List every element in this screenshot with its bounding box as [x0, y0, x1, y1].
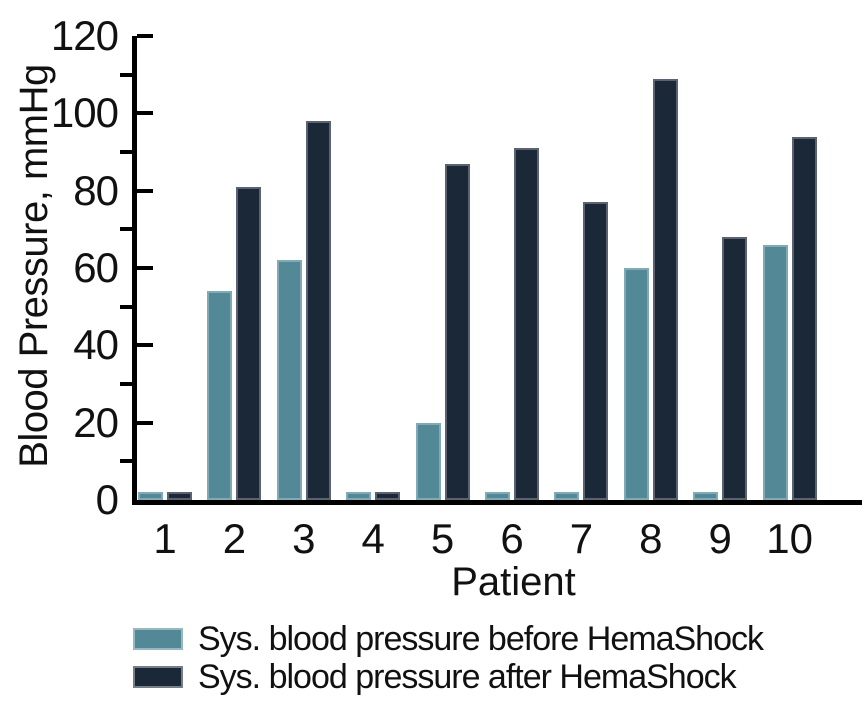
- legend-label-after: Sys. blood pressure after HemaShock: [198, 658, 737, 696]
- bar-group: [485, 148, 539, 500]
- x-tick-label: 4: [361, 515, 385, 562]
- y-major-tick: [137, 343, 153, 348]
- legend-item-after: Sys. blood pressure after HemaShock: [133, 659, 763, 695]
- y-tick-label: 20: [73, 398, 119, 446]
- y-major-tick: [137, 420, 153, 425]
- legend-swatch-before: [133, 628, 183, 650]
- y-minor-tick: [120, 459, 132, 464]
- y-tick-label: 40: [73, 321, 119, 369]
- bar-group: [554, 202, 609, 500]
- plot-area: [120, 34, 862, 505]
- bar-before: [415, 422, 441, 500]
- y-tick-label: 100: [50, 89, 119, 137]
- bar-after: [791, 136, 817, 500]
- x-tick-label: 8: [639, 515, 663, 562]
- bar-before: [346, 492, 372, 500]
- bar-after: [722, 237, 748, 500]
- y-tick-label: 60: [73, 244, 119, 291]
- bar-group: [762, 136, 817, 500]
- x-tick-label: 7: [569, 515, 594, 562]
- bar-group: [623, 78, 678, 500]
- bar-before: [138, 492, 163, 500]
- bar-after: [305, 121, 331, 500]
- x-tick-label: 6: [500, 515, 524, 562]
- legend-item-before: Sys. blood pressure before HemaShock: [133, 620, 764, 658]
- y-minor-tick: [120, 150, 132, 154]
- y-tick-label: 0: [95, 476, 119, 523]
- x-tick-label: 2: [222, 515, 247, 562]
- bar-before: [762, 244, 788, 500]
- bar-group: [138, 492, 192, 500]
- y-minor-tick: [120, 304, 132, 309]
- y-tick-label: 120: [50, 12, 119, 59]
- y-major-tick: [137, 111, 153, 116]
- legend-label-before: Sys. blood pressure before HemaShock: [198, 620, 764, 658]
- x-tick-label: 9: [708, 515, 732, 562]
- x-tick-label: 10: [766, 515, 813, 562]
- y-major-tick: [137, 266, 153, 270]
- y-tick-label: 80: [73, 166, 119, 214]
- y-minor-tick: [120, 382, 132, 386]
- bar-after: [375, 492, 401, 500]
- bar-before: [623, 268, 649, 500]
- bar-group: [346, 492, 401, 500]
- bar-before: [207, 291, 233, 500]
- x-tick-label: 5: [430, 515, 455, 562]
- y-major-tick: [137, 34, 153, 38]
- x-tick-label: 3: [292, 515, 316, 562]
- legend-swatch-after: [133, 666, 183, 688]
- bar-group: [276, 121, 331, 500]
- bar-group: [207, 186, 262, 500]
- y-major-tick: [137, 188, 153, 193]
- bar-after: [583, 202, 609, 500]
- bar-after: [444, 163, 470, 500]
- bar-before: [693, 492, 719, 500]
- bar-after: [514, 148, 539, 500]
- bar-after: [652, 78, 678, 500]
- bar-after: [167, 492, 192, 500]
- bar-group: [693, 237, 748, 500]
- bar-after: [236, 186, 262, 500]
- bar-before: [485, 492, 510, 500]
- bar-before: [276, 260, 302, 500]
- bar-group: [415, 163, 470, 500]
- legend: Sys. blood pressure before HemaShock Sys…: [133, 620, 764, 695]
- y-minor-tick: [120, 227, 132, 232]
- x-axis-title: Patient: [451, 560, 576, 604]
- x-axis-labels: 1 2 3 4 5 6 7 8 9 10: [137, 514, 862, 564]
- x-tick-label: 1: [153, 515, 177, 562]
- y-minor-tick: [120, 72, 132, 77]
- bar-before: [554, 492, 580, 500]
